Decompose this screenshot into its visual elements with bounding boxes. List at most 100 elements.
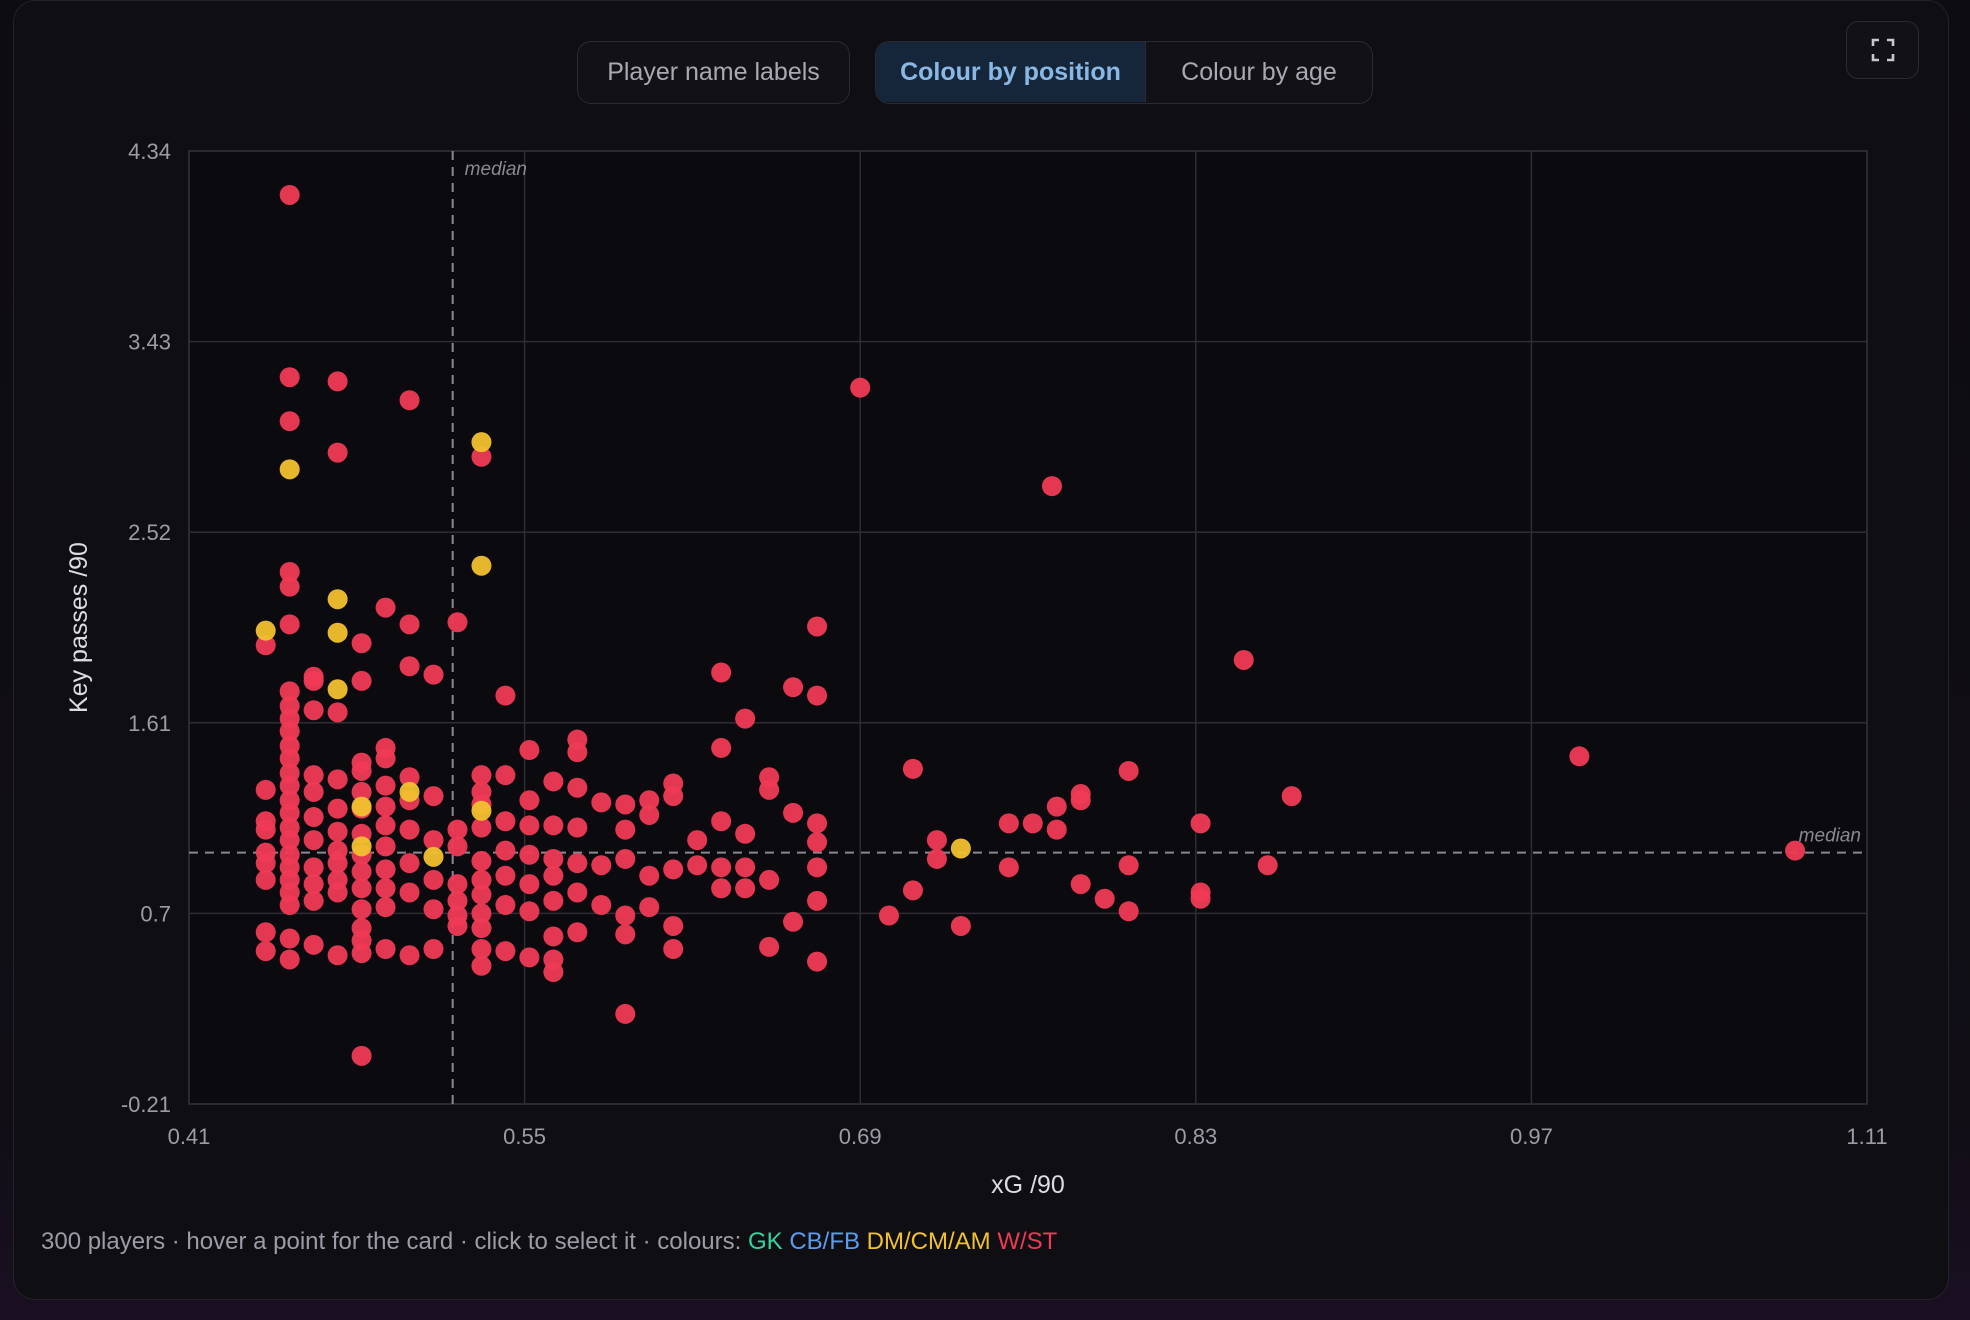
data-point-w-st[interactable] — [327, 371, 348, 392]
data-point-dm-cm-am[interactable] — [279, 459, 300, 480]
data-point-w-st[interactable] — [351, 878, 372, 899]
data-point-w-st[interactable] — [447, 874, 468, 895]
data-point-w-st[interactable] — [255, 819, 276, 840]
data-point-w-st[interactable] — [327, 702, 348, 723]
data-point-w-st[interactable] — [783, 802, 804, 823]
data-point-w-st[interactable] — [399, 882, 420, 903]
data-point-w-st[interactable] — [950, 915, 971, 936]
data-point-w-st[interactable] — [375, 597, 396, 618]
data-point-w-st[interactable] — [303, 874, 324, 895]
data-point-dm-cm-am[interactable] — [399, 781, 420, 802]
data-point-w-st[interactable] — [1118, 855, 1139, 876]
data-point-w-st[interactable] — [850, 377, 871, 398]
data-point-w-st[interactable] — [1257, 855, 1278, 876]
data-point-w-st[interactable] — [279, 802, 300, 823]
data-point-w-st[interactable] — [591, 895, 612, 916]
data-point-w-st[interactable] — [375, 775, 396, 796]
data-point-w-st[interactable] — [567, 817, 588, 838]
data-point-w-st[interactable] — [1233, 649, 1254, 670]
data-point-w-st[interactable] — [303, 700, 324, 721]
data-point-w-st[interactable] — [1118, 760, 1139, 781]
data-point-w-st[interactable] — [615, 794, 636, 815]
data-point-w-st[interactable] — [471, 939, 492, 960]
data-point-w-st[interactable] — [375, 796, 396, 817]
data-point-w-st[interactable] — [495, 685, 516, 706]
data-point-w-st[interactable] — [303, 781, 324, 802]
data-point-dm-cm-am[interactable] — [471, 432, 492, 453]
data-point-w-st[interactable] — [1118, 901, 1139, 922]
data-point-w-st[interactable] — [375, 815, 396, 836]
data-point-w-st[interactable] — [639, 865, 660, 886]
data-point-w-st[interactable] — [783, 911, 804, 932]
data-point-w-st[interactable] — [998, 857, 1019, 878]
data-point-w-st[interactable] — [711, 878, 732, 899]
data-point-w-st[interactable] — [471, 765, 492, 786]
data-point-w-st[interactable] — [735, 823, 756, 844]
data-point-w-st[interactable] — [519, 947, 540, 968]
data-point-w-st[interactable] — [1190, 888, 1211, 909]
data-point-w-st[interactable] — [255, 869, 276, 890]
data-point-w-st[interactable] — [447, 915, 468, 936]
data-point-w-st[interactable] — [303, 807, 324, 828]
data-point-w-st[interactable] — [543, 815, 564, 836]
data-point-w-st[interactable] — [1070, 874, 1091, 895]
data-point-w-st[interactable] — [351, 781, 372, 802]
data-point-w-st[interactable] — [1022, 813, 1043, 834]
data-point-w-st[interactable] — [663, 859, 684, 880]
data-point-w-st[interactable] — [878, 905, 899, 926]
data-point-w-st[interactable] — [615, 848, 636, 869]
data-point-w-st[interactable] — [591, 792, 612, 813]
data-point-w-st[interactable] — [351, 1045, 372, 1066]
data-point-w-st[interactable] — [399, 614, 420, 635]
data-point-w-st[interactable] — [399, 390, 420, 411]
data-point-w-st[interactable] — [639, 897, 660, 918]
data-point-w-st[interactable] — [351, 861, 372, 882]
data-point-w-st[interactable] — [807, 616, 828, 637]
data-point-dm-cm-am[interactable] — [471, 555, 492, 576]
data-point-w-st[interactable] — [1785, 840, 1806, 861]
data-point-dm-cm-am[interactable] — [351, 836, 372, 857]
data-point-w-st[interactable] — [807, 951, 828, 972]
data-point-dm-cm-am[interactable] — [327, 622, 348, 643]
data-point-w-st[interactable] — [423, 830, 444, 851]
data-point-w-st[interactable] — [807, 890, 828, 911]
data-point-w-st[interactable] — [423, 664, 444, 685]
expand-button[interactable] — [1846, 21, 1919, 79]
data-point-w-st[interactable] — [783, 677, 804, 698]
data-point-w-st[interactable] — [567, 853, 588, 874]
data-point-dm-cm-am[interactable] — [471, 800, 492, 821]
data-point-w-st[interactable] — [615, 1003, 636, 1024]
data-point-w-st[interactable] — [639, 804, 660, 825]
data-point-w-st[interactable] — [543, 865, 564, 886]
data-point-w-st[interactable] — [615, 819, 636, 840]
data-point-w-st[interactable] — [279, 184, 300, 205]
data-point-w-st[interactable] — [303, 670, 324, 691]
data-point-w-st[interactable] — [735, 878, 756, 899]
data-point-w-st[interactable] — [279, 895, 300, 916]
data-point-w-st[interactable] — [255, 635, 276, 656]
data-point-w-st[interactable] — [327, 882, 348, 903]
data-point-w-st[interactable] — [519, 901, 540, 922]
data-point-w-st[interactable] — [255, 853, 276, 874]
data-point-w-st[interactable] — [519, 815, 540, 836]
data-point-w-st[interactable] — [663, 915, 684, 936]
data-point-w-st[interactable] — [591, 855, 612, 876]
data-point-w-st[interactable] — [926, 848, 947, 869]
data-point-w-st[interactable] — [351, 760, 372, 781]
data-point-w-st[interactable] — [303, 857, 324, 878]
data-point-w-st[interactable] — [279, 748, 300, 769]
data-point-w-st[interactable] — [687, 830, 708, 851]
data-point-w-st[interactable] — [327, 769, 348, 790]
data-point-w-st[interactable] — [495, 865, 516, 886]
data-point-w-st[interactable] — [711, 857, 732, 878]
data-point-w-st[interactable] — [471, 851, 492, 872]
data-point-w-st[interactable] — [495, 840, 516, 861]
data-point-w-st[interactable] — [399, 767, 420, 788]
data-point-w-st[interactable] — [399, 819, 420, 840]
data-point-w-st[interactable] — [471, 817, 492, 838]
data-point-w-st[interactable] — [998, 813, 1019, 834]
data-point-w-st[interactable] — [327, 945, 348, 966]
data-point-w-st[interactable] — [807, 832, 828, 853]
data-point-w-st[interactable] — [1046, 819, 1067, 840]
data-point-w-st[interactable] — [543, 890, 564, 911]
